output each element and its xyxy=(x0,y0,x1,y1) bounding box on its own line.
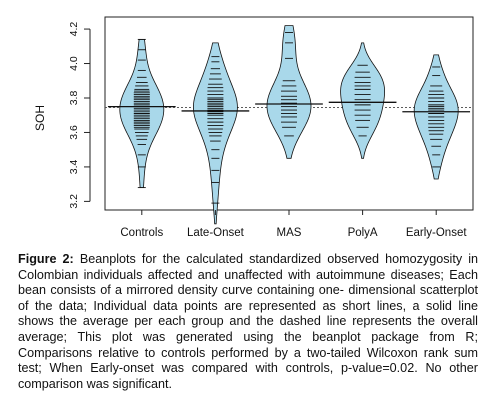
y-tick-label: 3.2 xyxy=(68,194,80,209)
bean-density xyxy=(340,42,386,159)
y-tick-label: 3.6 xyxy=(68,125,80,140)
bean-density xyxy=(192,42,238,225)
bean-controls xyxy=(107,38,176,189)
y-axis: 3.2 3.4 3.6 3.8 4.0 4.2 xyxy=(68,22,91,209)
chart-svg: 3.2 3.4 3.6 3.8 4.0 4.2 SOH Controls Late-Onse… xyxy=(33,16,474,239)
bean-mas xyxy=(255,25,323,159)
bean-early-onset xyxy=(402,54,471,180)
beanplot-chart: 3.2 3.4 3.6 3.8 4.0 4.2 SOH Controls Late-Onse… xyxy=(33,16,474,239)
y-tick-label: 3.4 xyxy=(68,159,80,174)
x-tick-label: Late-Onset xyxy=(187,227,245,239)
y-tick-label: 4.2 xyxy=(68,22,80,37)
x-tick-label: Controls xyxy=(120,227,163,239)
caption-text: Beanplots for the calculated standardize… xyxy=(18,252,479,391)
figure-caption: Figure 2: Beanplots for the calculated s… xyxy=(18,252,478,392)
y-tick-label: 4.0 xyxy=(68,56,80,71)
x-axis: Controls Late-Onset MAS PolyA Early-Onset xyxy=(120,210,467,239)
y-axis-label: SOH xyxy=(33,105,47,131)
bean-late-onset xyxy=(181,42,250,225)
bean-polya xyxy=(328,42,397,159)
caption-label: Figure 2: xyxy=(18,252,74,266)
y-tick-label: 3.8 xyxy=(68,91,80,106)
bean-density xyxy=(266,25,312,159)
x-tick-label: PolyA xyxy=(348,227,378,239)
beans-group xyxy=(107,25,471,225)
x-tick-label: MAS xyxy=(277,227,302,239)
x-tick-label: Early-Onset xyxy=(406,227,468,239)
